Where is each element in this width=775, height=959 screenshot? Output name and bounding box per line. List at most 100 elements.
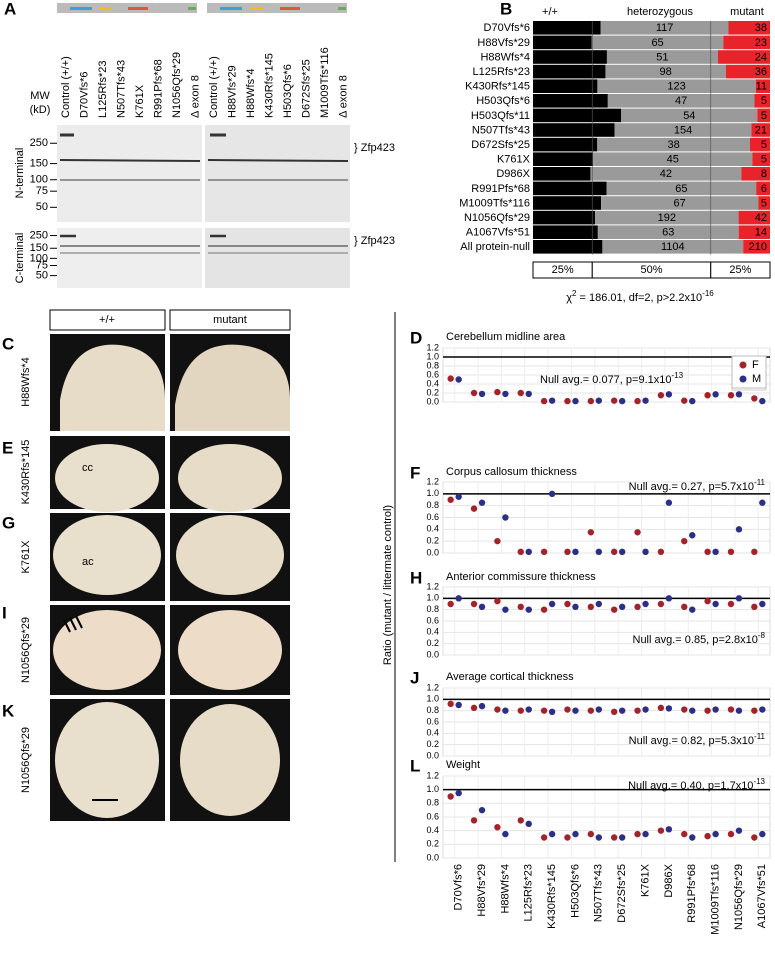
bar-segment [754, 94, 770, 108]
value-label: 34 [553, 51, 565, 63]
data-point [735, 707, 743, 714]
data-point [642, 600, 649, 608]
data-point [704, 832, 711, 840]
y-tick-label: 0.4 [426, 524, 439, 534]
y-tick-label: 0.8 [426, 705, 439, 715]
value-label: 98 [659, 66, 671, 78]
row-label: All protein-null [460, 241, 530, 253]
lane-label: L125Rfs*23 [97, 61, 109, 119]
data-point [712, 548, 719, 556]
value-label: 50 [553, 81, 565, 93]
allele-label: K761X [20, 540, 32, 574]
data-point [727, 548, 735, 556]
data-point [712, 600, 719, 608]
data-point [564, 706, 571, 713]
row-label: H503Qfs*11 [471, 110, 530, 122]
row-label: D70Vfs*6 [484, 22, 530, 34]
bar-segment [607, 94, 755, 108]
bar-segment [751, 123, 770, 137]
data-point [572, 830, 579, 838]
bar-segment [533, 64, 606, 79]
photos [49, 309, 291, 821]
data-point [751, 834, 758, 841]
value-label: 5 [761, 95, 767, 107]
y-tick-label: 0.2 [426, 638, 439, 648]
data-point [517, 817, 524, 824]
data-point [712, 706, 719, 713]
value-label: 123 [667, 81, 685, 93]
bar-segment [533, 167, 591, 181]
panel-label: L [410, 756, 420, 775]
data-point [447, 375, 454, 382]
bar-segment [717, 50, 770, 64]
null-avg: Null avg.= 0.27, p=5.7x10-11 [629, 478, 766, 493]
value-label: 42 [660, 168, 672, 180]
data-point [572, 397, 579, 405]
null-avg-part: -13 [753, 777, 765, 786]
lane-label: D70Vfs*6 [78, 72, 90, 118]
data-point [735, 827, 743, 834]
y-tick-label: 0.0 [426, 750, 439, 760]
data-point [751, 548, 758, 556]
data-point [572, 707, 579, 714]
y-tick-label: 1.0 [426, 593, 439, 603]
value-label: 42 [755, 212, 767, 224]
null-avg-part: -13 [671, 371, 683, 380]
mw-tick-label: 100 [30, 174, 48, 186]
lane-label: Δ exon 8 [189, 75, 201, 118]
mw-tick-label: 50 [36, 201, 48, 213]
y-tick-label: 0.8 [426, 500, 439, 510]
null-avg-part: Null avg.= 0.85, p=2.8x10 [633, 634, 758, 646]
data-point [665, 391, 673, 398]
data-point [712, 391, 719, 398]
data-point [704, 707, 711, 714]
legend-label: +/+ [542, 6, 558, 18]
value-label: 32 [553, 183, 565, 195]
bar-segment [755, 79, 770, 93]
data-point [665, 595, 673, 602]
y-tick-label: 1.0 [426, 351, 439, 361]
bar-segment [725, 64, 770, 79]
lane-label: N1056Qfs*29 [171, 52, 183, 118]
panel-label: I [2, 603, 7, 622]
data-point [704, 392, 711, 399]
data-point [470, 817, 478, 824]
null-avg-part: -8 [758, 631, 766, 640]
y-axis-title: Ratio (mutant / littermate control) [382, 505, 394, 665]
data-point [751, 603, 758, 611]
data-point [735, 391, 743, 398]
null-avg: Null avg.= 0.077, p=9.1x10-13 [540, 371, 684, 386]
x-tick-label: H88Wfs*4 [499, 864, 511, 914]
y-tick-label: 1.0 [426, 784, 439, 794]
x-tick-label: A1067Vfs*51 [756, 864, 768, 928]
data-point [735, 595, 743, 602]
bar-segment [591, 35, 724, 50]
data-point [618, 707, 626, 714]
bar-segment [728, 21, 770, 35]
data-point [470, 505, 478, 512]
data-point [494, 706, 501, 713]
panel-label: D [410, 328, 422, 347]
legend-label: F [752, 359, 759, 371]
data-point [494, 537, 501, 545]
y-tick-label: 0.0 [426, 547, 439, 557]
value-label: 14 [755, 227, 767, 239]
value-label: 154 [674, 124, 692, 136]
null-avg-part: -11 [754, 478, 766, 487]
null-avg-part: Null avg.= 0.077, p=9.1x10 [540, 374, 671, 386]
photo-header: +/+ [99, 314, 115, 326]
value-label: 65 [675, 183, 687, 195]
value-label: 38 [755, 22, 767, 34]
lane-label: Control (+/+) [208, 56, 220, 118]
x-tick-label: H503Qfs*6 [569, 864, 581, 918]
bar-segment [621, 108, 758, 123]
data-point [455, 595, 462, 602]
data-point [610, 397, 618, 404]
data-point [727, 706, 735, 713]
lane-label: M1009Tfs*116 [319, 47, 331, 118]
data-point [618, 397, 626, 405]
lane-label: H88Vfs*29 [226, 65, 238, 118]
data-point [704, 548, 711, 556]
data-point [478, 806, 486, 814]
bar-segment [752, 152, 770, 166]
